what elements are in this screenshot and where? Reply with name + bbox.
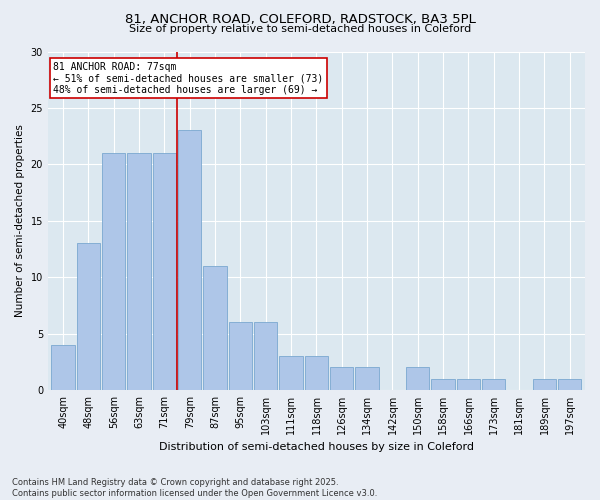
Bar	[52, 345, 75, 390]
Bar	[355, 368, 379, 390]
Bar	[533, 379, 556, 390]
Bar	[457, 379, 480, 390]
Bar	[558, 379, 581, 390]
Bar	[305, 356, 328, 390]
Y-axis label: Number of semi-detached properties: Number of semi-detached properties	[15, 124, 25, 317]
X-axis label: Distribution of semi-detached houses by size in Coleford: Distribution of semi-detached houses by …	[159, 442, 474, 452]
Bar	[280, 356, 303, 390]
Bar	[127, 153, 151, 390]
Bar	[77, 244, 100, 390]
Bar	[431, 379, 455, 390]
Bar	[254, 322, 277, 390]
Text: Contains HM Land Registry data © Crown copyright and database right 2025.
Contai: Contains HM Land Registry data © Crown c…	[12, 478, 377, 498]
Bar	[482, 379, 505, 390]
Bar	[102, 153, 125, 390]
Text: 81 ANCHOR ROAD: 77sqm
← 51% of semi-detached houses are smaller (73)
48% of semi: 81 ANCHOR ROAD: 77sqm ← 51% of semi-deta…	[53, 62, 323, 95]
Bar	[203, 266, 227, 390]
Bar	[229, 322, 252, 390]
Bar	[153, 153, 176, 390]
Bar	[178, 130, 202, 390]
Text: 81, ANCHOR ROAD, COLEFORD, RADSTOCK, BA3 5PL: 81, ANCHOR ROAD, COLEFORD, RADSTOCK, BA3…	[125, 12, 475, 26]
Text: Size of property relative to semi-detached houses in Coleford: Size of property relative to semi-detach…	[129, 24, 471, 34]
Bar	[330, 368, 353, 390]
Bar	[406, 368, 430, 390]
